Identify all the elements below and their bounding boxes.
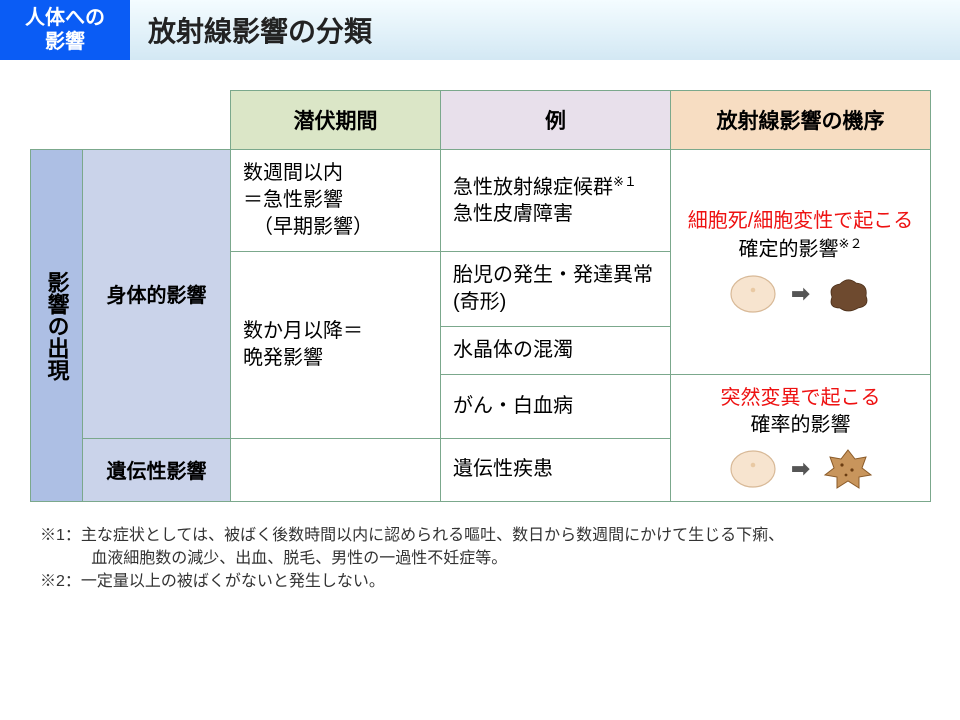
col-header-latency: 潜伏期間: [231, 91, 441, 150]
mechanism-cause: 突然変異で起こる: [721, 387, 881, 409]
text-line: 数か月以降＝: [243, 320, 363, 342]
mechanism-type: 確率的影響: [751, 414, 851, 436]
cell-fetal: 胎児の発生・発達異常(奇形): [441, 252, 671, 327]
cell-cancer: がん・白血病: [441, 375, 671, 439]
arrow-icon: ➡: [791, 279, 809, 309]
cell-acute-example: 急性放射線症候群※１ 急性皮膚障害: [441, 150, 671, 252]
superscript: ※１: [613, 174, 637, 189]
cell-death-diagram: ➡: [683, 272, 918, 316]
arrow-icon: ➡: [791, 454, 809, 484]
healthy-cell-icon: [727, 447, 779, 491]
text-line: （早期影響）: [263, 216, 373, 238]
blank-corner: [31, 91, 231, 150]
footnotes: ※1：主な症状としては、被ばく後数時間以内に認められる嘔吐、数日から数週間にかけ…: [0, 512, 960, 594]
healthy-cell-icon: [727, 272, 779, 316]
text-line: 数週間以内: [243, 162, 343, 184]
cell-late-latency: 数か月以降＝ 晩発影響: [231, 252, 441, 439]
text-line: 急性皮膚障害: [453, 203, 573, 225]
table-container: 潜伏期間 例 放射線影響の機序 影響の出現 身体的影響 数週間以内 ＝急性影響 …: [0, 60, 960, 512]
footnote-1: ※1：主な症状としては、被ばく後数時間以内に認められる嘔吐、数日から数週間にかけ…: [40, 524, 920, 570]
cell-hereditary-latency: [231, 438, 441, 502]
mechanism-cause: 細胞死/細胞変性で起こる: [688, 210, 914, 232]
text-line: 血液細胞数の減少、出血、脱毛、男性の一過性不妊症等。: [40, 547, 920, 570]
col-header-mechanism: 放射線影響の機序: [671, 91, 931, 150]
row-header-hereditary: 遺伝性影響: [83, 438, 231, 502]
row-header-main: 影響の出現: [31, 150, 83, 502]
text-line: [243, 216, 263, 238]
classification-table: 潜伏期間 例 放射線影響の機序 影響の出現 身体的影響 数週間以内 ＝急性影響 …: [30, 90, 931, 502]
mutation-diagram: ➡: [683, 447, 918, 491]
cell-deterministic: 細胞死/細胞変性で起こる 確定的影響※２ ➡: [671, 150, 931, 375]
cell-lens: 水晶体の混濁: [441, 327, 671, 375]
text-line: ＝急性影響: [243, 189, 343, 211]
text-line: 急性放射線症候群: [453, 176, 613, 198]
row-header-physical: 身体的影響: [83, 150, 231, 439]
superscript: ※２: [839, 236, 863, 251]
text-line: ※1：主な症状としては、被ばく後数時間以内に認められる嘔吐、数日から数週間にかけ…: [40, 527, 784, 544]
text-line: 晩発影響: [243, 347, 323, 369]
cell-hereditary-example: 遺伝性疾患: [441, 438, 671, 502]
col-header-example: 例: [441, 91, 671, 150]
category-badge: 人体への影響: [0, 0, 130, 60]
cell-acute-latency: 数週間以内 ＝急性影響 （早期影響）: [231, 150, 441, 252]
mutant-cell-icon: [822, 447, 874, 491]
dead-cell-icon: [822, 272, 874, 316]
cell-stochastic: 突然変異で起こる 確率的影響 ➡: [671, 375, 931, 502]
mechanism-type: 確定的影響: [739, 239, 839, 261]
slide-header: 人体への影響 放射線影響の分類: [0, 0, 960, 60]
slide-title: 放射線影響の分類: [148, 10, 372, 50]
footnote-2: ※2：一定量以上の被ばくがないと発生しない。: [40, 570, 920, 593]
